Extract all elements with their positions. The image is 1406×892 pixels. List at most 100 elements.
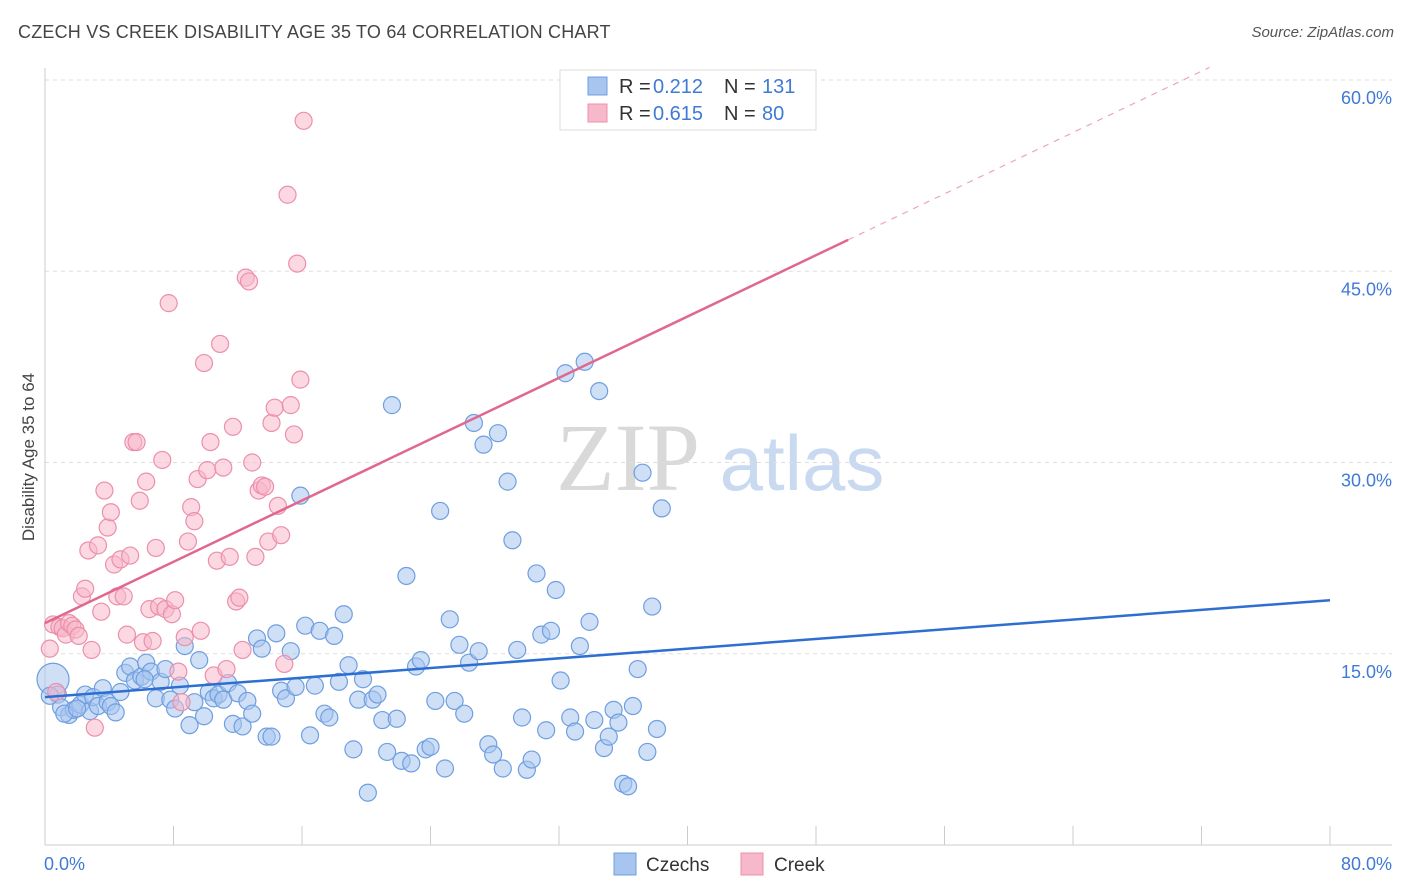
creek-point — [69, 626, 88, 646]
legend-bottom-label-czechs: Czechs — [646, 855, 709, 876]
czechs-point — [325, 626, 344, 646]
creek-point — [217, 659, 236, 679]
creek-point — [169, 662, 188, 681]
czechs-point — [305, 676, 324, 695]
creek-point — [82, 640, 101, 660]
creek-point — [92, 602, 111, 621]
czechs-point — [397, 566, 416, 586]
creek-point — [98, 518, 117, 537]
creek-point — [220, 547, 239, 566]
creek-point — [153, 450, 172, 470]
czechs-point — [590, 382, 609, 401]
czechs-point — [652, 499, 671, 518]
czechs-point — [565, 722, 585, 741]
czechs-point — [194, 707, 214, 726]
czechs-point — [243, 704, 262, 723]
czechs-point — [339, 656, 358, 675]
creek-point — [85, 718, 104, 737]
czechs-point — [455, 704, 474, 723]
creek-point — [281, 396, 300, 415]
axes: 0.0% 80.0% — [44, 68, 1392, 874]
creek-point — [275, 654, 294, 674]
creek-point — [40, 639, 59, 658]
legend-bottom-label-creek: Creek — [774, 855, 825, 876]
creek-point — [175, 628, 194, 647]
czechs-point — [508, 640, 527, 660]
czechs-point — [421, 737, 440, 756]
czechs-point — [411, 651, 430, 670]
creek-point — [294, 111, 313, 130]
czechs-point — [402, 754, 421, 773]
czechs-point — [190, 651, 209, 670]
creek-point — [246, 547, 265, 566]
czechs-point — [286, 677, 305, 697]
creek-point — [121, 546, 140, 565]
creek-point — [272, 526, 291, 545]
czechs-point — [647, 719, 667, 739]
czechs-point — [512, 708, 532, 727]
czechs-point — [633, 463, 652, 482]
czechs-point — [368, 685, 387, 704]
czechs-point — [262, 727, 281, 746]
creek-point — [172, 693, 191, 712]
creek-point — [88, 536, 108, 555]
creek-point — [255, 477, 275, 496]
czechs-point — [527, 564, 546, 583]
legend-swatch-czechs — [587, 76, 608, 96]
legend-bottom-swatch-creek — [740, 852, 764, 876]
y-tick-label: 60.0% — [1341, 88, 1392, 108]
czechs-point — [329, 672, 349, 691]
czechs-point — [570, 636, 589, 656]
czechs-point — [431, 501, 450, 521]
creek-point — [291, 370, 310, 389]
czechs-point — [300, 726, 320, 745]
creek-point — [117, 625, 137, 644]
czechs-point — [493, 759, 512, 778]
creek-point — [185, 512, 204, 531]
x-tick-label: 80.0% — [1341, 854, 1392, 874]
legend-n-label-czechs: N = — [724, 76, 756, 98]
legend-swatch-creek — [587, 103, 608, 123]
czechs-point — [623, 696, 642, 716]
y-axis-label: Disability Age 35 to 64 — [19, 373, 38, 541]
y-tick-label: 45.0% — [1341, 279, 1392, 299]
gridlines: 15.0% 30.0% 45.0% 60.0% — [45, 79, 1392, 682]
watermark: ZIP atlas — [556, 404, 884, 511]
creek-point — [101, 503, 120, 522]
creek-point — [284, 425, 304, 444]
czechs-point — [546, 580, 565, 600]
czechs-point — [522, 750, 541, 769]
creek-point — [262, 413, 281, 433]
legend-n-value-czechs: 131 — [762, 76, 795, 98]
creek-point — [239, 272, 259, 291]
czechs-point — [358, 783, 377, 802]
czechs-point — [252, 639, 271, 658]
creek-point — [127, 433, 146, 452]
czechs-point — [618, 777, 638, 796]
legend-n-value-creek: 80 — [762, 103, 784, 125]
creek-point — [288, 254, 307, 273]
legend-r-value-czechs: 0.212 — [653, 76, 703, 98]
czechs-point — [628, 659, 647, 679]
creek-trend-extension — [847, 66, 1210, 241]
czechs-point — [135, 670, 154, 689]
creek-point — [194, 353, 214, 373]
czechs-point — [488, 424, 508, 443]
legend-n-label-creek: N = — [724, 103, 756, 125]
chart-title: CZECH VS CREEK DISABILITY AGE 35 TO 64 C… — [18, 22, 611, 42]
source-note: Source: ZipAtlas.com — [1251, 24, 1394, 41]
creek-point — [198, 461, 217, 480]
creek-point — [146, 538, 165, 558]
creek-point — [166, 591, 185, 610]
creek-point — [95, 481, 114, 500]
czechs-point — [474, 435, 493, 454]
czechs-point — [450, 635, 469, 654]
creek-point — [278, 185, 297, 204]
y-tick-label: 15.0% — [1341, 662, 1392, 682]
czechs-point — [435, 759, 455, 778]
czechs-point — [320, 708, 339, 727]
czechs-point — [638, 742, 657, 762]
creek-point — [178, 532, 198, 551]
creek-point — [265, 398, 284, 417]
y-tick-label: 30.0% — [1341, 471, 1392, 491]
